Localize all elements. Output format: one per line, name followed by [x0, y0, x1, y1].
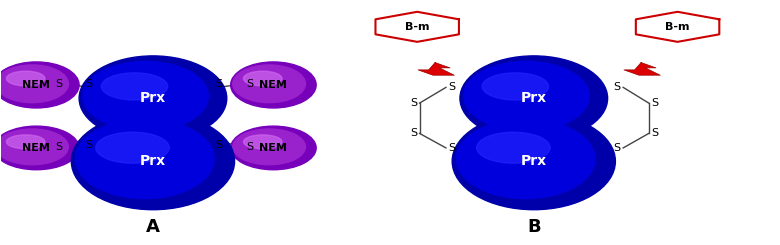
Text: S: S: [215, 79, 222, 89]
Polygon shape: [375, 12, 459, 42]
Ellipse shape: [482, 73, 548, 100]
Text: NEM: NEM: [23, 80, 50, 90]
Ellipse shape: [0, 62, 79, 108]
Text: A: A: [146, 218, 160, 236]
Text: S: S: [246, 79, 254, 89]
Ellipse shape: [83, 61, 208, 131]
Ellipse shape: [6, 135, 45, 149]
Ellipse shape: [477, 132, 550, 163]
Text: S: S: [448, 82, 456, 92]
Text: S: S: [215, 140, 222, 150]
Ellipse shape: [232, 65, 306, 103]
Text: S: S: [651, 98, 658, 108]
Text: Prx: Prx: [140, 154, 166, 168]
Ellipse shape: [243, 71, 282, 86]
Text: Prx: Prx: [521, 154, 547, 168]
Text: S: S: [246, 142, 254, 152]
Ellipse shape: [243, 135, 282, 149]
Ellipse shape: [79, 56, 227, 141]
Polygon shape: [418, 62, 454, 75]
Ellipse shape: [0, 65, 69, 103]
Text: S: S: [410, 98, 417, 108]
Text: S: S: [55, 142, 62, 152]
Text: S: S: [651, 128, 658, 138]
Text: NEM: NEM: [260, 143, 287, 153]
Ellipse shape: [463, 61, 589, 131]
Text: B-m: B-m: [405, 22, 430, 32]
Ellipse shape: [6, 71, 45, 86]
Ellipse shape: [101, 73, 168, 100]
Text: S: S: [55, 79, 62, 89]
Ellipse shape: [231, 62, 316, 108]
Polygon shape: [624, 62, 661, 75]
Text: S: S: [613, 82, 621, 92]
Text: B: B: [527, 218, 541, 236]
Text: S: S: [448, 143, 456, 153]
Ellipse shape: [231, 126, 316, 170]
Text: NEM: NEM: [23, 143, 50, 153]
Text: S: S: [85, 79, 92, 89]
Polygon shape: [636, 12, 719, 42]
Ellipse shape: [0, 126, 79, 170]
Text: Prx: Prx: [140, 91, 166, 105]
Text: Prx: Prx: [521, 91, 547, 105]
Ellipse shape: [76, 119, 214, 198]
Ellipse shape: [96, 132, 169, 163]
Text: B-m: B-m: [665, 22, 690, 32]
Ellipse shape: [460, 56, 608, 141]
Text: NEM: NEM: [260, 80, 287, 90]
Ellipse shape: [452, 113, 615, 210]
Text: S: S: [410, 128, 417, 138]
Text: S: S: [85, 140, 92, 150]
Ellipse shape: [0, 129, 69, 165]
Ellipse shape: [456, 119, 595, 198]
Ellipse shape: [232, 129, 306, 165]
Text: S: S: [613, 143, 621, 153]
Ellipse shape: [71, 113, 235, 210]
